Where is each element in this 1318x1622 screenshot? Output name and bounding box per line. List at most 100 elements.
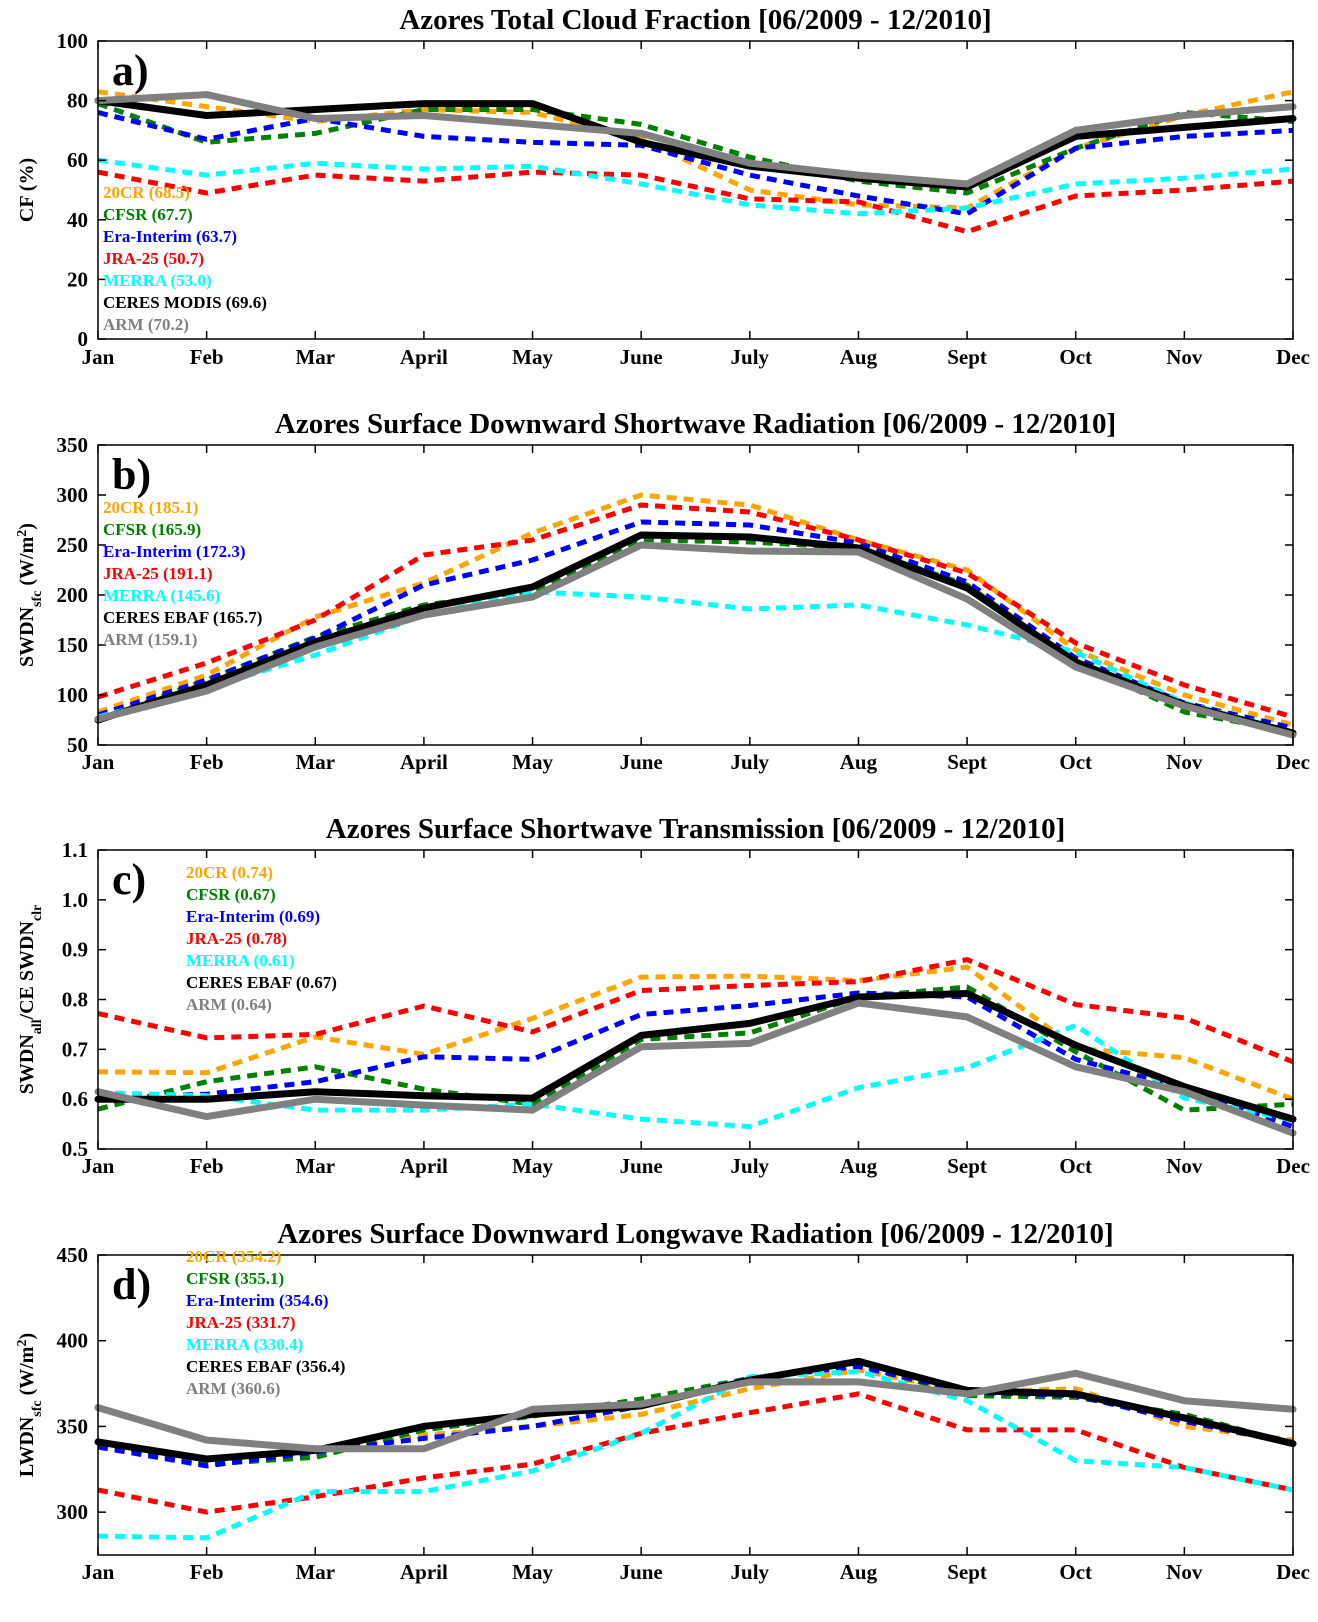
x-tick-label: May xyxy=(512,345,553,369)
legend-entry: Era-Interim (172.3) xyxy=(103,542,246,561)
x-tick-label: Nov xyxy=(1166,345,1203,369)
y-tick-label: 350 xyxy=(57,1414,89,1438)
chart-title: Azores Surface Downward Longwave Radiati… xyxy=(277,1218,1113,1250)
x-tick-label: Dec xyxy=(1276,750,1310,774)
y-axis-label: SWDNsfc (W/m2) xyxy=(15,523,45,667)
x-tick-label: June xyxy=(620,750,663,774)
legend-entry: Era-Interim (0.69) xyxy=(186,907,320,926)
legend-entry: Era-Interim (63.7) xyxy=(103,227,237,246)
series-line-cfsr xyxy=(97,101,1294,196)
legend-entry: CERES MODIS (69.6) xyxy=(103,293,267,312)
series-line-ceres-ebaf xyxy=(94,531,1297,737)
y-tick-label: 300 xyxy=(57,483,89,507)
legend-entry: MERRA (330.4) xyxy=(186,1335,303,1354)
y-tick-label: 50 xyxy=(67,733,88,757)
legend-entry: JRA-25 (331.7) xyxy=(186,1313,296,1332)
x-tick-label: April xyxy=(400,1154,448,1178)
chart-panel-d: Azores Surface Downward Longwave Radiati… xyxy=(15,1218,1310,1584)
x-tick-label: Mar xyxy=(295,1154,335,1178)
x-tick-label: Oct xyxy=(1059,750,1092,774)
y-tick-label: 300 xyxy=(57,1500,89,1524)
y-tick-label: 400 xyxy=(57,1329,89,1353)
x-tick-label: Mar xyxy=(295,345,335,369)
legend-entry: 20CR (0.74) xyxy=(186,863,273,882)
legend-entry: Era-Interim (354.6) xyxy=(186,1291,329,1310)
x-tick-label: Dec xyxy=(1276,345,1310,369)
chart-panel-a: Azores Total Cloud Fraction [06/2009 - 1… xyxy=(16,4,1310,369)
y-tick-label: 250 xyxy=(57,533,89,557)
series-line-jra-25 xyxy=(97,502,1294,720)
y-tick-label: 60 xyxy=(67,148,88,172)
y-tick-label: 450 xyxy=(57,1243,89,1267)
panel-letter: d) xyxy=(112,1260,151,1309)
x-tick-label: Mar xyxy=(295,750,335,774)
y-tick-label: 1.1 xyxy=(62,838,88,862)
y-tick-label: 40 xyxy=(67,208,88,232)
series-line-arm xyxy=(94,91,1297,188)
series-line-merra xyxy=(97,157,1294,217)
series-line-merra xyxy=(97,589,1294,735)
x-tick-label: Aug xyxy=(840,345,878,369)
series-line-merra xyxy=(97,1022,1294,1130)
x-tick-label: Aug xyxy=(840,1154,878,1178)
series-line-arm xyxy=(94,1369,1297,1453)
x-tick-label: June xyxy=(620,1154,663,1178)
legend-entry: ARM (70.2) xyxy=(103,315,189,334)
y-tick-label: 0.7 xyxy=(62,1037,88,1061)
x-tick-label: May xyxy=(512,750,553,774)
legend-entry: 20CR (185.1) xyxy=(103,498,198,517)
x-tick-label: July xyxy=(731,750,770,774)
x-tick-label: Oct xyxy=(1059,1154,1092,1178)
y-tick-label: 0 xyxy=(78,327,89,351)
x-tick-label: Feb xyxy=(190,1154,224,1178)
series-line-20cr xyxy=(97,492,1294,728)
x-tick-label: Oct xyxy=(1059,345,1092,369)
plot-frame xyxy=(97,40,1294,340)
x-tick-label: April xyxy=(400,750,448,774)
panel-letter: a) xyxy=(112,46,149,95)
legend-entry: MERRA (145.6) xyxy=(103,586,220,605)
x-tick-label: Sept xyxy=(947,1560,987,1584)
y-axis-label: CF (%) xyxy=(16,158,38,222)
x-tick-label: July xyxy=(731,345,770,369)
x-tick-label: June xyxy=(620,1560,663,1584)
x-tick-label: Jan xyxy=(82,1154,115,1178)
x-tick-label: Aug xyxy=(840,1560,878,1584)
x-tick-label: Sept xyxy=(947,1154,987,1178)
series-line-ceres-ebaf xyxy=(94,990,1297,1123)
plot-frame xyxy=(97,444,1294,746)
series-line-era-interim xyxy=(97,110,1294,217)
panel-letter: b) xyxy=(112,450,151,499)
chart-title: Azores Total Cloud Fraction [06/2009 - 1… xyxy=(399,4,991,36)
legend-entry: JRA-25 (0.78) xyxy=(186,929,287,948)
legend-entry: JRA-25 (50.7) xyxy=(103,249,204,268)
x-tick-label: Nov xyxy=(1166,750,1203,774)
x-tick-label: Feb xyxy=(190,345,224,369)
legend-entry: CERES EBAF (165.7) xyxy=(103,608,262,627)
series-line-jra-25 xyxy=(97,169,1294,235)
y-tick-label: 100 xyxy=(57,683,89,707)
chart-title: Azores Surface Downward Shortwave Radiat… xyxy=(275,408,1116,440)
legend-entry: CFSR (355.1) xyxy=(186,1269,284,1288)
x-tick-label: April xyxy=(400,1560,448,1584)
y-tick-label: 0.5 xyxy=(62,1137,88,1161)
y-tick-label: 0.9 xyxy=(62,938,88,962)
x-tick-label: Jan xyxy=(82,1560,115,1584)
x-tick-label: Aug xyxy=(840,750,878,774)
legend-entry: CFSR (0.67) xyxy=(186,885,276,904)
y-tick-label: 150 xyxy=(57,633,89,657)
legend-entry: 20CR (68.5) xyxy=(103,183,190,202)
series-line-era-interim xyxy=(97,519,1294,731)
x-tick-label: Oct xyxy=(1059,1560,1092,1584)
x-tick-label: Dec xyxy=(1276,1154,1310,1178)
y-tick-label: 100 xyxy=(57,29,89,53)
y-tick-label: 0.8 xyxy=(62,988,88,1012)
x-tick-label: Jan xyxy=(82,750,115,774)
x-tick-label: Jan xyxy=(82,345,115,369)
series-line-jra-25 xyxy=(97,957,1294,1065)
x-tick-label: Nov xyxy=(1166,1154,1203,1178)
x-tick-label: July xyxy=(731,1154,770,1178)
y-tick-label: 80 xyxy=(67,89,88,113)
series-line-merra xyxy=(97,1369,1294,1541)
